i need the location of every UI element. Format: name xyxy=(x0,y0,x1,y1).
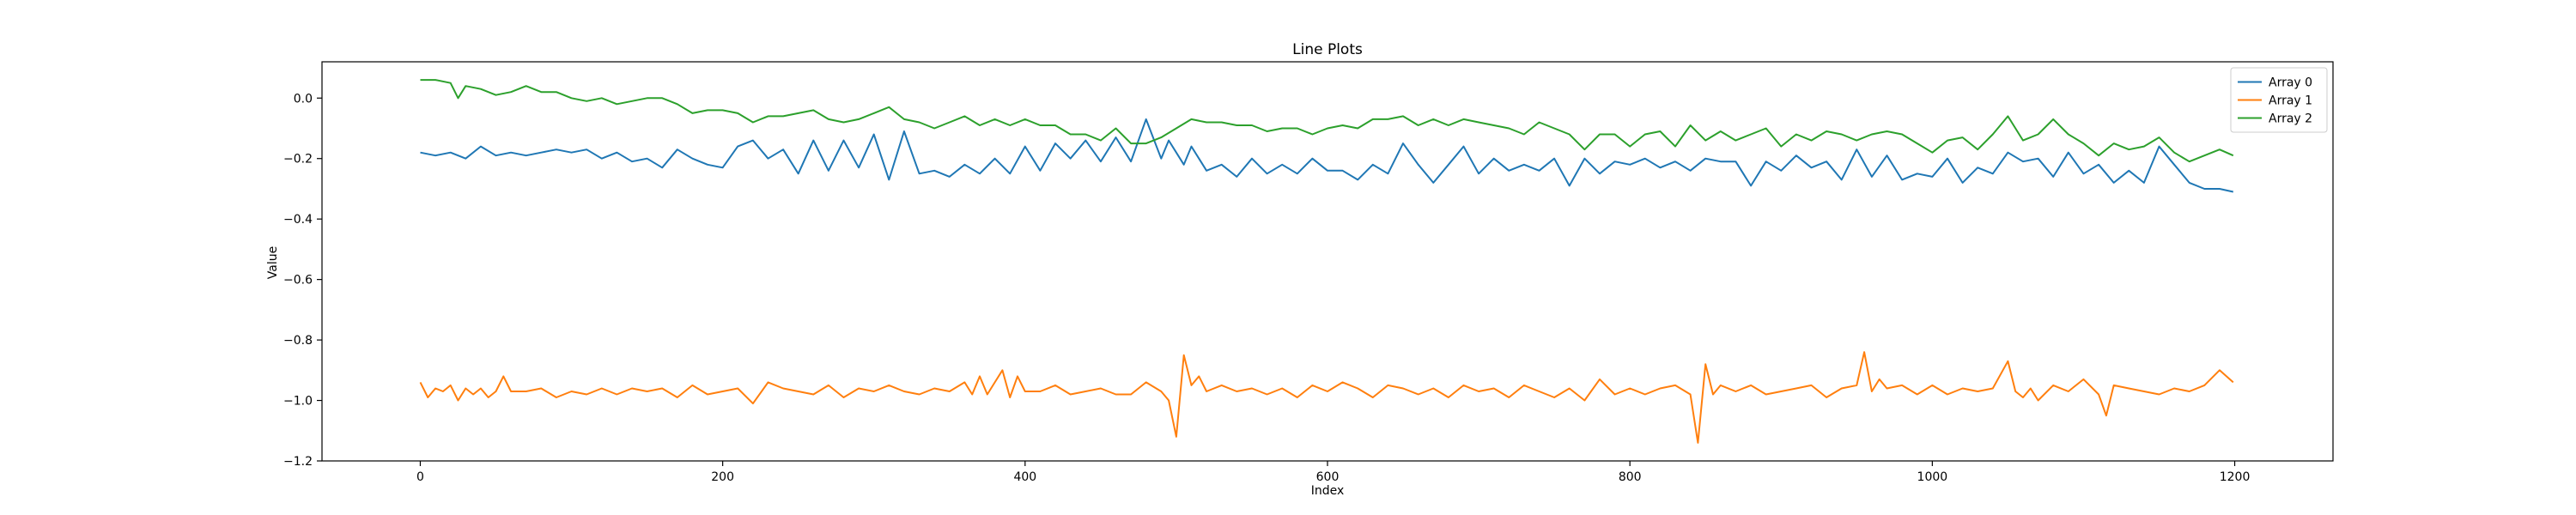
x-tick-label: 1000 xyxy=(1917,470,1948,484)
y-tick-label: −0.8 xyxy=(283,334,313,348)
series-layer xyxy=(419,79,2234,444)
series-line-2 xyxy=(420,79,2234,163)
y-axis: 0.0 −0.2 −0.4 −0.6 −0.8 −1.0 −1.2 xyxy=(283,92,322,469)
legend-box xyxy=(2230,67,2328,133)
legend-label: Array 2 xyxy=(2269,112,2312,126)
x-axis-label: Index xyxy=(1311,484,1345,498)
legend-label: Array 1 xyxy=(2269,94,2312,108)
legend-label: Array 0 xyxy=(2269,76,2312,90)
y-tick-label: −1.0 xyxy=(283,395,313,409)
y-axis-label: Value xyxy=(266,246,280,279)
x-tick-label: 1200 xyxy=(2220,470,2251,484)
x-tick-label: 600 xyxy=(1316,470,1340,484)
x-tick-label: 800 xyxy=(1619,470,1642,484)
x-tick-label: 0 xyxy=(416,470,424,484)
series-line-1 xyxy=(419,351,2234,444)
y-tick-label: 0.0 xyxy=(294,92,313,106)
legend: Array 0 Array 1 Array 2 xyxy=(2230,67,2328,133)
x-axis: 0 200 400 600 800 1000 1200 xyxy=(416,461,2250,484)
y-tick-label: −0.2 xyxy=(283,153,313,167)
y-tick-label: −1.2 xyxy=(283,455,313,469)
y-tick-label: −0.6 xyxy=(283,274,313,288)
y-tick-label: −0.4 xyxy=(283,213,313,227)
x-tick-label: 400 xyxy=(1013,470,1036,484)
x-tick-label: 200 xyxy=(711,470,734,484)
series-line-0 xyxy=(420,118,2234,193)
chart-title: Line Plots xyxy=(1292,41,1363,58)
